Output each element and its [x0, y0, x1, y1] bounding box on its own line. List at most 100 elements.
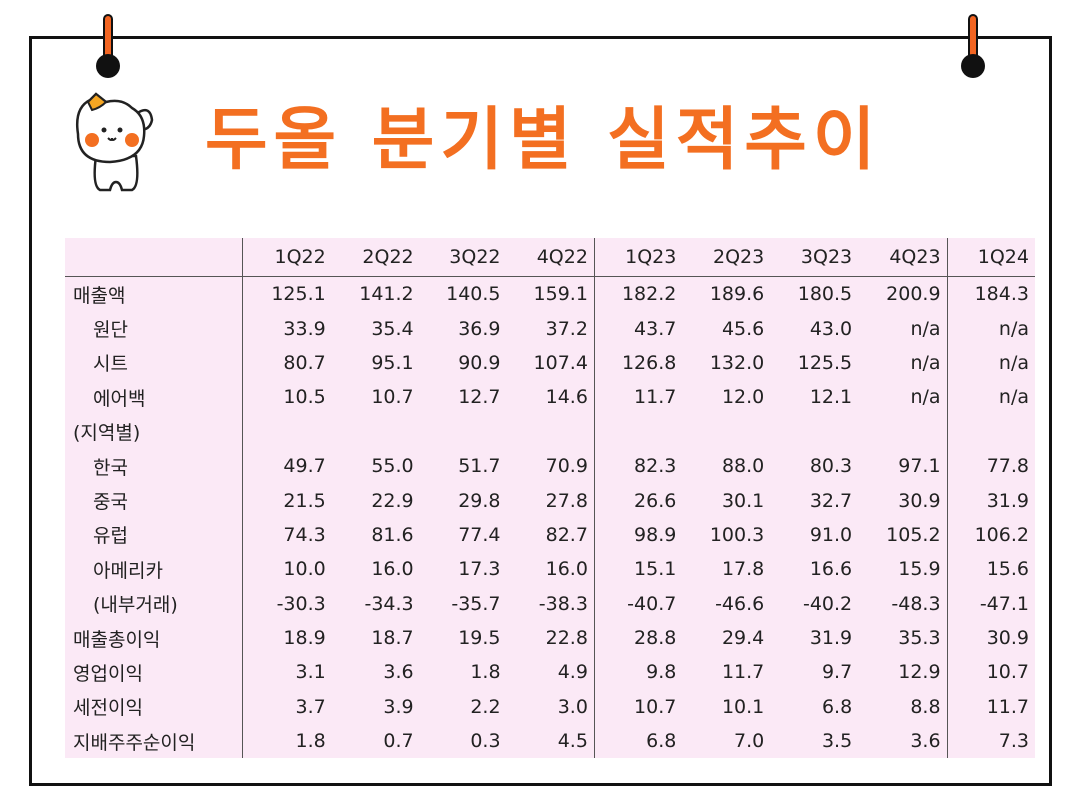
column-header: 2Q22	[331, 238, 420, 277]
table-cell: 77.4	[458, 523, 501, 546]
row-label: 유럽	[65, 517, 244, 553]
table-cell: 3.9	[383, 695, 414, 718]
column-header: 1Q24	[947, 238, 1035, 277]
table-cell: 3.5	[821, 730, 853, 753]
row-label: 시트	[65, 345, 244, 381]
table-cell: 106.2	[974, 523, 1029, 546]
row-label: 매출총이익	[65, 620, 244, 656]
table-cell: 189.6	[709, 283, 765, 306]
table-cell	[332, 415, 420, 449]
row-label: 지배주주순이익	[65, 724, 244, 759]
table-cell: 10.0	[283, 558, 326, 581]
table-cell: 15.1	[634, 558, 677, 581]
table-cell: 7.0	[734, 730, 765, 753]
table-cell: 45.6	[721, 317, 765, 340]
table-cell: 9.8	[646, 661, 677, 684]
table-cell: 132.0	[709, 351, 765, 374]
table-cell: 80.7	[283, 351, 326, 374]
row-label: 한국	[65, 448, 244, 484]
column-header: 4Q22	[506, 238, 595, 277]
table-cell: -46.6	[715, 592, 765, 615]
table-cell: 105.2	[858, 517, 948, 553]
table-row: (내부거래) -30.3 -34.3 -35.7 -38.3 -40.7 -46.6 -40.…	[65, 586, 1035, 621]
table-cell: 3.0	[506, 689, 595, 725]
quarterly-results-table: 1Q22 2Q22 3Q22 4Q22 1Q23 2Q23 3Q23 4Q23 1Q24 매출액…	[65, 238, 1035, 759]
table-cell: 30.9	[986, 627, 1029, 650]
row-label: 매출액	[65, 276, 244, 312]
table-cell: 91.0	[809, 523, 853, 546]
page-title: 두올 분기별 실적추이	[205, 101, 882, 180]
table-cell: 10.1	[721, 695, 765, 718]
table-cell: 74.3	[283, 523, 326, 546]
table-cell: 125.5	[797, 351, 853, 374]
cat-mascot-icon	[76, 92, 154, 192]
table-cell: 35.4	[371, 317, 414, 340]
column-header: 3Q23	[770, 238, 859, 277]
table-cell: 31.9	[986, 489, 1029, 512]
table-cell: 7.3	[998, 730, 1029, 753]
table-cell: 159.1	[506, 276, 595, 312]
table-cell: 11.7	[634, 386, 677, 409]
table-cell: n/a	[858, 380, 948, 415]
table-cell: 33.9	[283, 317, 326, 340]
column-header: 3Q22	[419, 238, 507, 277]
table-cell: 12.7	[458, 386, 501, 409]
table-cell	[506, 414, 595, 449]
column-header: 4Q23	[858, 238, 948, 277]
row-label: 원단	[65, 311, 244, 346]
pin-icon	[961, 14, 985, 78]
table-cell: 30.9	[858, 483, 948, 518]
table-row: (지역별)	[65, 414, 1035, 449]
table-cell	[770, 415, 858, 449]
table-cell	[947, 415, 1035, 449]
table-cell: n/a	[998, 386, 1029, 409]
table-row: 매출총이익 18.9 18.7 19.5 22.8 28.8 29.4 31.9 35.3 30.…	[65, 620, 1035, 656]
column-header: 2Q23	[682, 238, 771, 277]
table-cell: n/a	[858, 345, 948, 381]
table-cell	[594, 415, 682, 449]
table-cell: 30.1	[721, 489, 765, 512]
table-cell: 125.1	[271, 283, 326, 306]
table-cell: 29.4	[721, 627, 765, 650]
table-cell: 16.0	[371, 558, 414, 581]
table-cell: 31.9	[809, 627, 853, 650]
table-cell: 19.5	[458, 627, 501, 650]
table-cell: 35.3	[858, 620, 948, 656]
table-cell: 9.7	[821, 661, 853, 684]
table-cell: 3.7	[295, 695, 326, 718]
table-cell: 18.7	[371, 627, 414, 650]
table-cell: 10.5	[283, 386, 326, 409]
table-cell: 182.2	[621, 283, 677, 306]
table-row: 시트 80.7 95.1 90.9 107.4 126.8 132.0 125.5 n/a n/a	[65, 345, 1035, 381]
column-header: 1Q22	[242, 238, 332, 277]
table-cell: 26.6	[634, 489, 677, 512]
table-cell: 22.8	[506, 620, 595, 656]
table-cell: -38.3	[506, 586, 595, 621]
table-cell: -40.7	[627, 592, 677, 615]
table-cell: 1.8	[295, 730, 326, 753]
table-cell: 12.9	[858, 655, 948, 690]
table-cell: 11.7	[721, 661, 765, 684]
table-cell: 49.7	[283, 455, 326, 478]
table-cell: 10.7	[634, 695, 677, 718]
table-cell: 43.7	[634, 317, 677, 340]
table-cell: 12.1	[809, 386, 853, 409]
table-cell: 97.1	[858, 448, 948, 484]
table-cell: 43.0	[809, 317, 853, 340]
row-label: 아메리카	[65, 552, 244, 587]
table-cell: 184.3	[974, 283, 1029, 306]
table-cell: 107.4	[506, 345, 595, 381]
table-cell: 6.8	[646, 730, 677, 753]
table-cell: 18.9	[283, 627, 326, 650]
header-corner	[65, 238, 244, 277]
table-row: 한국 49.7 55.0 51.7 70.9 82.3 88.0 80.3 97.1 77.8	[65, 448, 1035, 484]
table-cell: -47.1	[979, 592, 1029, 615]
table-row: 매출액 125.1 141.2 140.5 159.1 182.2 189.6 180.5 20…	[65, 276, 1035, 312]
row-label: (지역별)	[65, 414, 244, 449]
table-row: 원단 33.9 35.4 36.9 37.2 43.7 45.6 43.0 n/a n/a	[65, 311, 1035, 346]
table-cell: 51.7	[458, 455, 501, 478]
table-cell	[858, 414, 948, 449]
row-label: 영업이익	[65, 655, 244, 690]
table-cell: 90.9	[458, 351, 501, 374]
table-cell: 3.1	[295, 661, 326, 684]
